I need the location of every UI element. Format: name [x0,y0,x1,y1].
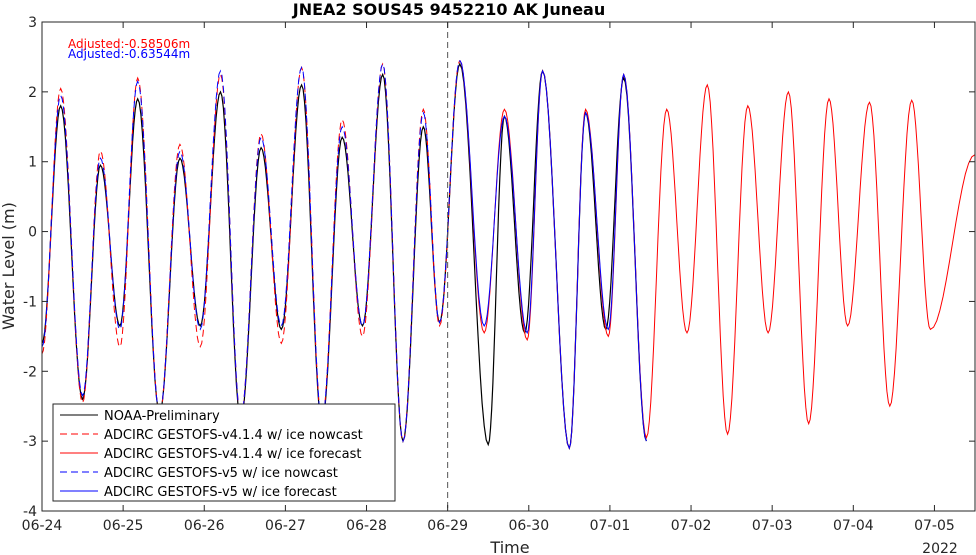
y-tick-label: 1 [28,155,37,171]
annotation-adjusted-red: Adjusted:-0.58506m [68,37,190,51]
y-axis: -4 -3 -2 -1 0 1 2 3 [23,15,975,520]
x-tick-label: 06-27 [265,518,306,534]
x-tick-label: 06-30 [508,518,549,534]
series-layer [41,60,976,450]
legend: NOAA-Preliminary ADCIRC GESTOFS-v4.1.4 w/… [52,403,396,502]
y-tick-label: 3 [28,15,37,31]
y-tick-label: 0 [28,225,37,241]
legend-label-2: ADCIRC GESTOFS-v4.1.4 w/ ice forecast [104,447,361,462]
y-tick-label: 2 [28,85,37,101]
y-tick-label: -2 [23,364,37,380]
series-line-4 [459,60,647,450]
x-tick-label: 06-29 [427,518,468,534]
chart-title: JNEA2 SOUS45 9452210 AK Juneau [292,0,605,19]
x-tick-label: 06-24 [22,518,63,534]
plot-frame [41,21,976,512]
x-tick-label: 06-28 [346,518,387,534]
legend-label-3: ADCIRC GESTOFS-v5 w/ ice nowcast [104,466,338,481]
annotation-adjusted-blue: Adjusted:-0.63544m [68,47,190,61]
legend-box [52,403,396,502]
x-tick-label: 07-05 [914,518,955,534]
x-year-label: 2022 [922,541,958,555]
y-tick-label: -4 [23,504,37,520]
legend-label-1: ADCIRC GESTOFS-v4.1.4 w/ ice nowcast [104,428,363,443]
legend-label-0: NOAA-Preliminary [104,409,220,424]
y-axis-label: Water Level (m) [0,202,18,330]
x-tick-label: 06-26 [184,518,225,534]
x-axis-label: Time [489,538,529,555]
x-tick-label: 07-03 [752,518,793,534]
y-tick-label: -3 [23,434,37,450]
x-tick-label: 07-04 [833,518,874,534]
x-tick-label: 06-25 [103,518,144,534]
x-tick-label: 07-02 [671,518,712,534]
x-tick-label: 07-01 [590,518,631,534]
x-axis: 06-24 06-25 06-26 06-27 06-28 06-29 06-30 07-01… [22,22,955,534]
y-tick-label: -1 [23,294,37,310]
legend-label-4: ADCIRC GESTOFS-v5 w/ ice forecast [104,485,337,500]
